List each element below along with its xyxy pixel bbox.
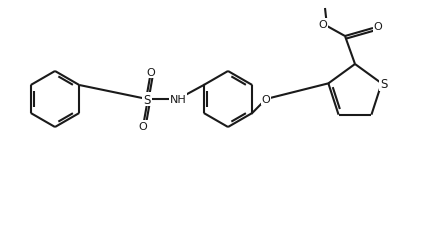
Text: NH: NH	[170, 95, 187, 105]
Text: S: S	[380, 77, 387, 90]
Text: O: O	[139, 121, 147, 131]
Text: O: O	[262, 95, 271, 105]
Text: O: O	[319, 20, 328, 30]
Text: O: O	[147, 68, 156, 78]
Text: O: O	[373, 22, 382, 32]
Text: S: S	[143, 93, 151, 106]
